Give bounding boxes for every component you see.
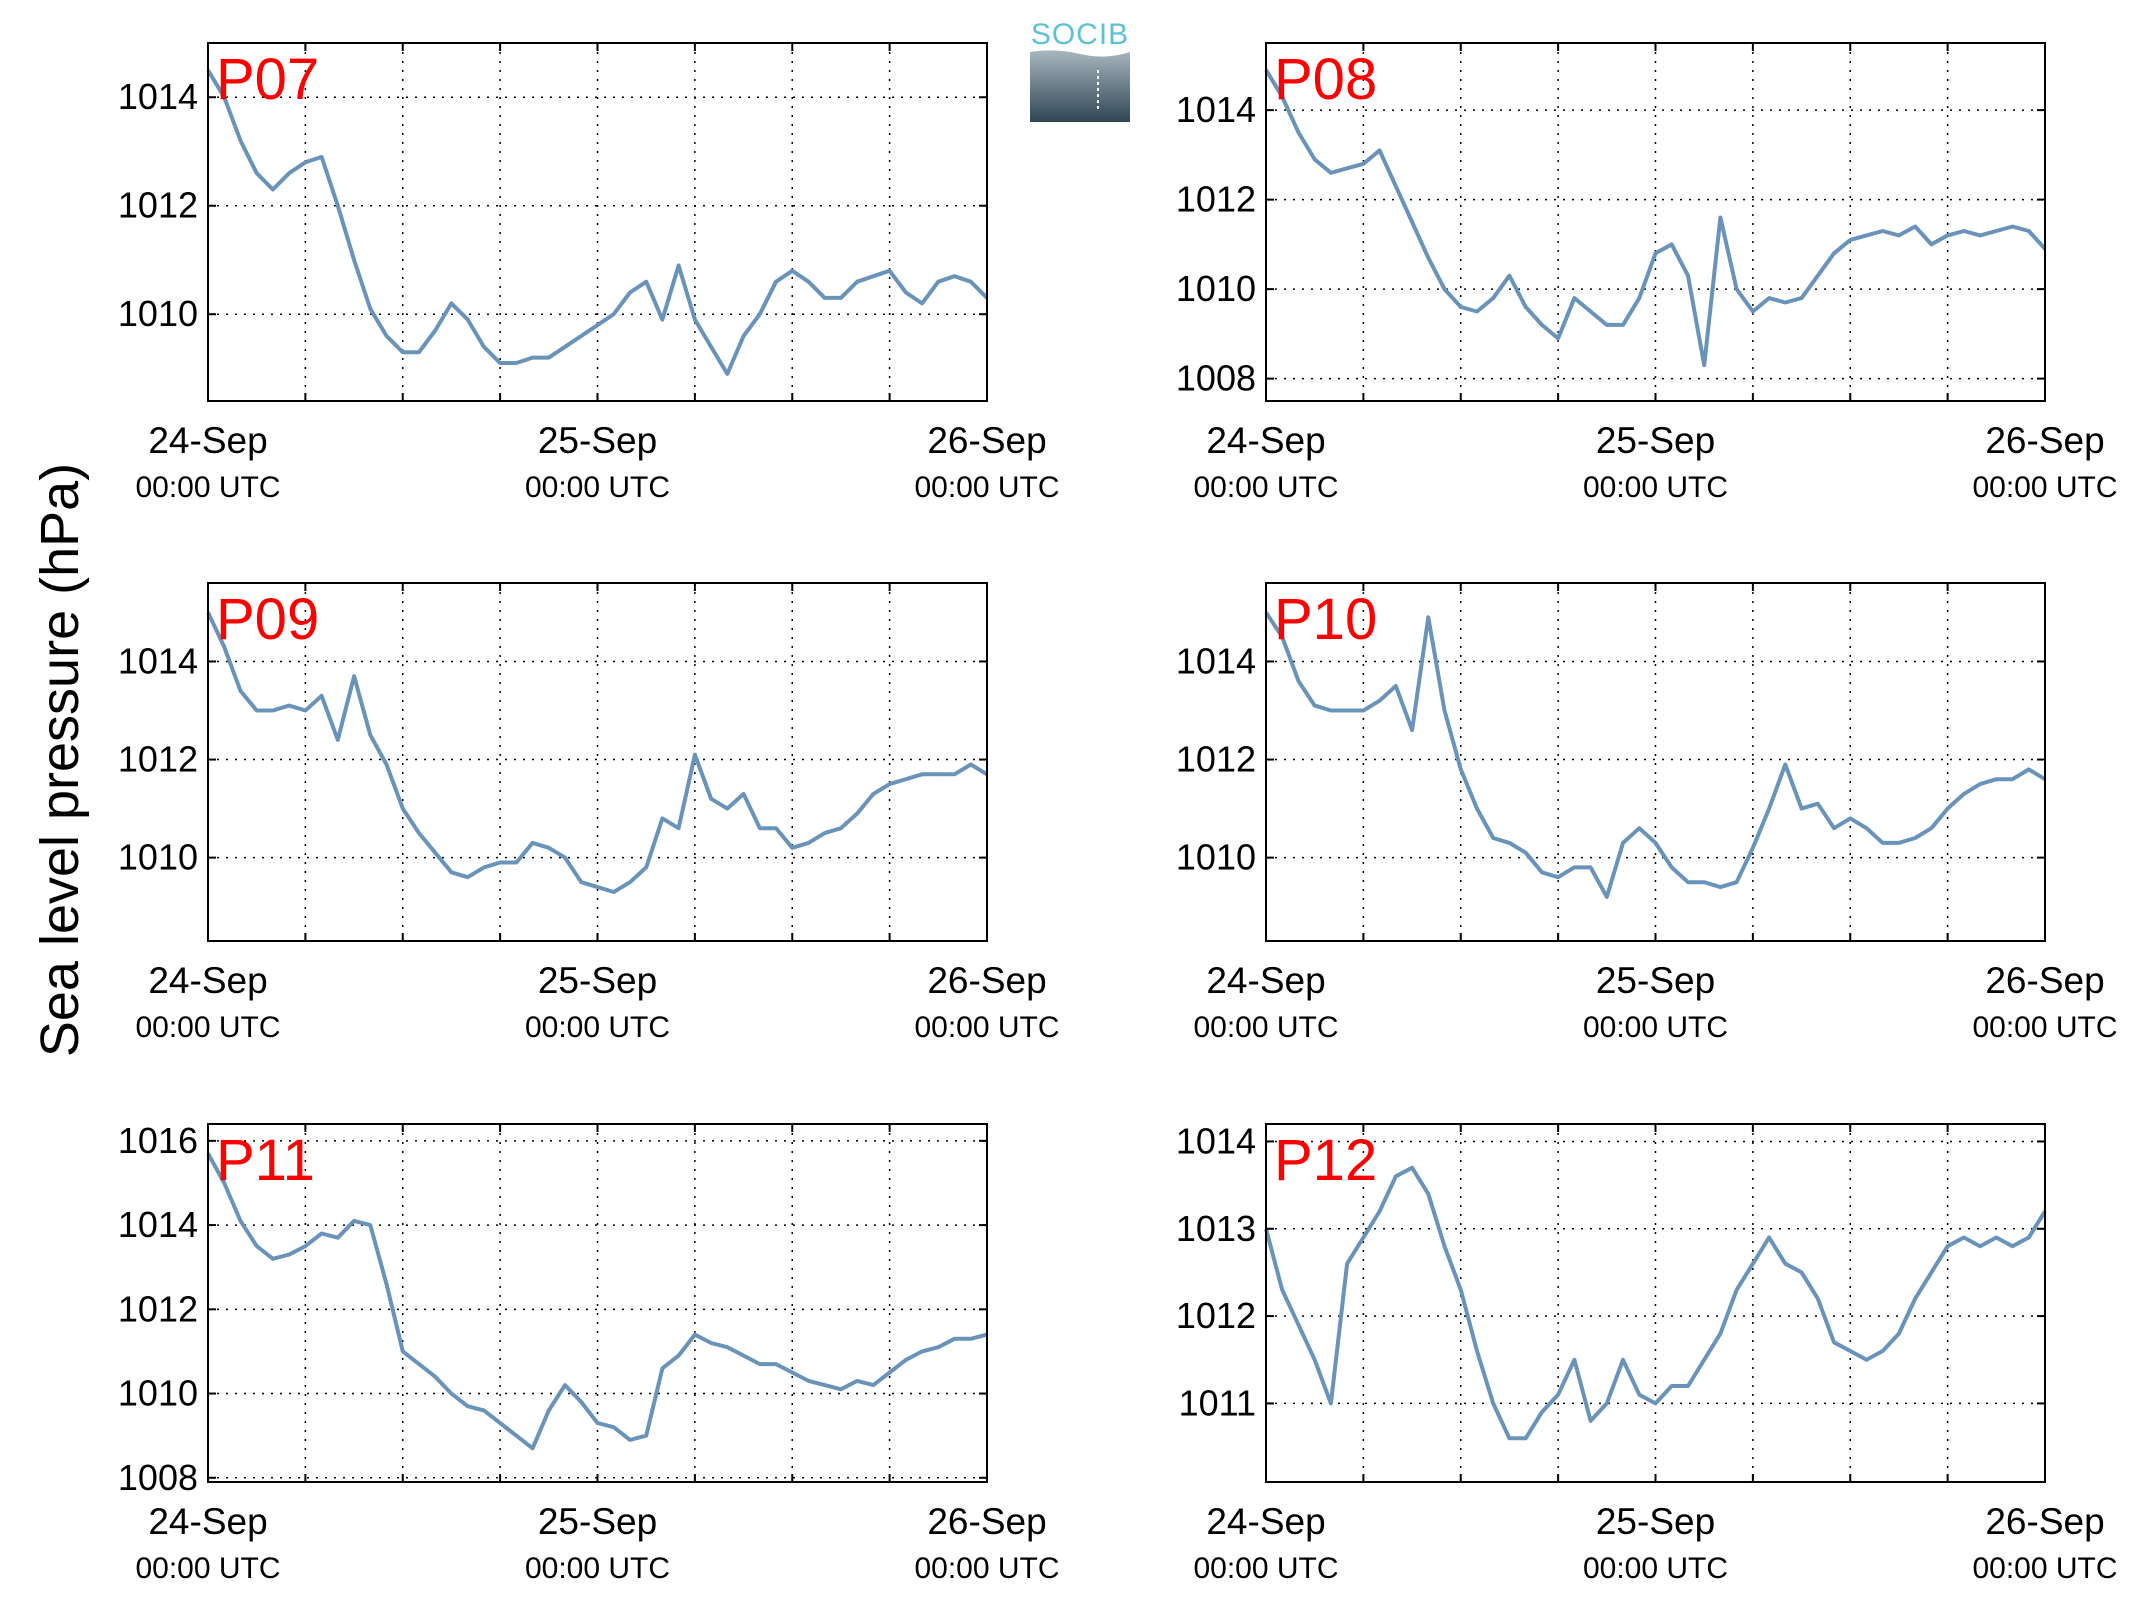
y-tick-label: 1014 (118, 1204, 198, 1245)
y-tick-label: 1013 (1176, 1208, 1256, 1249)
axes-frame (207, 42, 988, 402)
station-label: P08 (1274, 47, 1377, 112)
y-tick-label: 1014 (1176, 89, 1256, 130)
y-tick-label: 1012 (1176, 739, 1256, 780)
y-tick-label: 1012 (118, 739, 198, 780)
series-line-p09 (206, 611, 989, 894)
station-label: P10 (1274, 587, 1377, 652)
x-tick-label-date: 26-Sep (1985, 420, 2104, 461)
x-tick-label-date: 24-Sep (1206, 1501, 1325, 1542)
x-tick-label-time: 00:00 UTC (1583, 1011, 1728, 1044)
x-tick-label-date: 25-Sep (538, 960, 657, 1001)
panel-p12: 1011 1012 1013 1014 24-Sep 00:00 UTC 25-Sep 00:… (1176, 1120, 2118, 1585)
x-tick-label-time: 00:00 UTC (135, 1011, 280, 1044)
y-tick-label: 1008 (118, 1457, 198, 1498)
axes-frame (1265, 1123, 2046, 1483)
x-tick-label-date: 26-Sep (927, 1501, 1046, 1542)
x-tick-label-date: 26-Sep (1985, 960, 2104, 1001)
x-tick-label-time: 00:00 UTC (1583, 1552, 1728, 1585)
x-tick-label-time: 00:00 UTC (135, 1552, 280, 1585)
station-label: P09 (216, 587, 319, 652)
y-tick-label: 1011 (1179, 1382, 1256, 1423)
x-tick-label-time: 00:00 UTC (914, 471, 1059, 504)
axes-frame (207, 1123, 988, 1483)
panel-p08: 1008 1010 1012 1014 24-Sep 00:00 UTC 25-Sep 00:… (1176, 42, 2118, 504)
x-tick-label-time: 00:00 UTC (1193, 1011, 1338, 1044)
x-tick-label-date: 25-Sep (1596, 960, 1715, 1001)
x-tick-label-date: 24-Sep (1206, 420, 1325, 461)
y-tick-label: 1012 (118, 185, 198, 226)
socib-logo: SOCIB (1030, 18, 1130, 122)
x-tick-label-time: 00:00 UTC (1193, 1552, 1338, 1585)
x-tick-label-date: 24-Sep (148, 420, 267, 461)
series-line-p11 (206, 1152, 988, 1451)
y-tick-label: 1012 (1176, 1295, 1256, 1336)
series-line-p12 (1264, 1165, 2047, 1441)
x-tick-label-date: 26-Sep (1985, 1501, 2104, 1542)
x-tick-label-time: 00:00 UTC (1583, 471, 1728, 504)
x-tick-label-time: 00:00 UTC (914, 1552, 1059, 1585)
x-tick-label-date: 24-Sep (148, 960, 267, 1001)
y-tick-label: 1012 (118, 1288, 198, 1329)
x-tick-label-time: 00:00 UTC (525, 1011, 670, 1044)
station-label: P07 (216, 47, 319, 112)
y-tick-label: 1010 (118, 293, 198, 334)
x-tick-label-time: 00:00 UTC (1972, 1011, 2117, 1044)
x-tick-label-date: 26-Sep (927, 420, 1046, 461)
panel-p10: 1010 1012 1014 24-Sep 00:00 UTC 25-Sep 00:00 U… (1176, 582, 2118, 1044)
series-line-p07 (206, 69, 989, 376)
x-tick-label-date: 24-Sep (1206, 960, 1325, 1001)
y-axis-label: Sea level pressure (hPa) (30, 463, 90, 1057)
x-tick-label-date: 25-Sep (538, 1501, 657, 1542)
x-tick-label-date: 25-Sep (1596, 1501, 1715, 1542)
y-tick-label: 1010 (1176, 837, 1256, 878)
x-tick-label-time: 00:00 UTC (135, 471, 280, 504)
y-tick-label: 1010 (1176, 268, 1256, 309)
y-tick-label: 1016 (118, 1120, 198, 1161)
series-line-p08 (1264, 68, 2047, 368)
panel-p07: 1010 1012 1014 24-Sep 00:00 UTC 25-Sep 00:00 U… (118, 42, 1060, 504)
x-tick-label-date: 24-Sep (148, 1501, 267, 1542)
logo-text: SOCIB (1031, 18, 1129, 51)
axes-frame (1265, 42, 2046, 402)
y-tick-label: 1014 (1176, 1120, 1256, 1161)
series-line-p10 (1264, 611, 2047, 899)
x-tick-label-time: 00:00 UTC (1972, 471, 2117, 504)
x-tick-label-time: 00:00 UTC (525, 1552, 670, 1585)
y-tick-label: 1014 (118, 76, 198, 117)
x-tick-label-time: 00:00 UTC (1972, 1552, 2117, 1585)
x-tick-label-time: 00:00 UTC (914, 1011, 1059, 1044)
x-tick-label-date: 25-Sep (538, 420, 657, 461)
panel-p11: 1008 1010 1012 1014 1016 24-Sep 00:00 UTC 25-Se… (118, 1120, 1060, 1585)
axes-frame (1265, 582, 2046, 942)
x-tick-label-time: 00:00 UTC (525, 471, 670, 504)
x-tick-label-date: 25-Sep (1596, 420, 1715, 461)
x-tick-label-date: 26-Sep (927, 960, 1046, 1001)
y-tick-label: 1014 (1176, 640, 1256, 681)
x-tick-label-time: 00:00 UTC (1193, 471, 1338, 504)
panel-p09: 1010 1012 1014 24-Sep 00:00 UTC 25-Sep 00:00 U… (118, 582, 1060, 1044)
y-tick-label: 1008 (1176, 358, 1256, 399)
y-tick-label: 1010 (118, 1373, 198, 1414)
y-tick-label: 1014 (118, 640, 198, 681)
station-label: P12 (1274, 1128, 1377, 1193)
y-tick-label: 1010 (118, 837, 198, 878)
station-label: P11 (216, 1128, 315, 1193)
y-tick-label: 1012 (1176, 179, 1256, 220)
